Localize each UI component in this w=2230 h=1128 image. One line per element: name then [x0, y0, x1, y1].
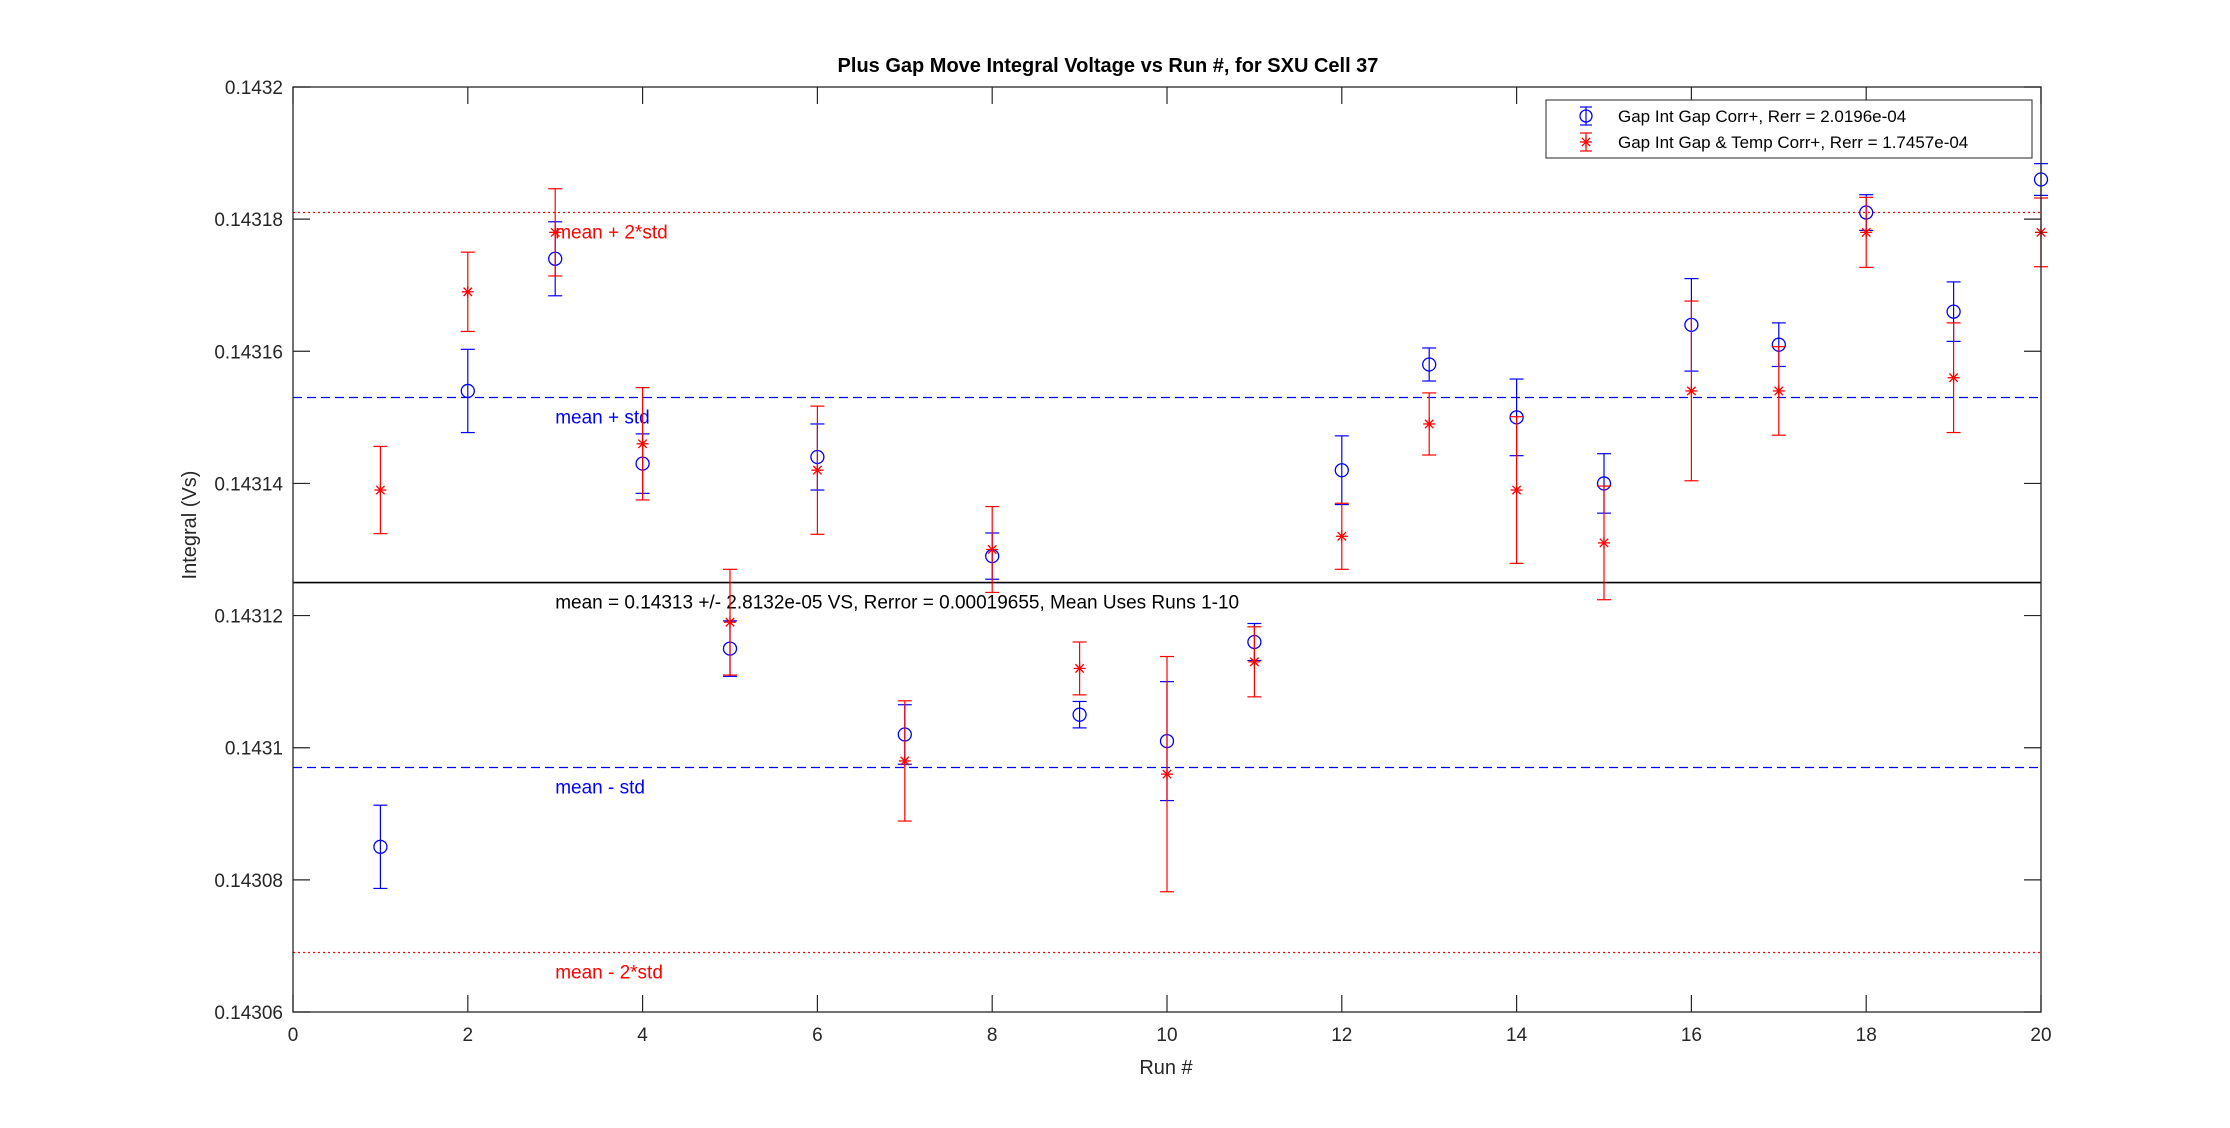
data-point: [1947, 371, 1960, 384]
asterisk-stroke: [900, 756, 910, 766]
data-point: [898, 754, 911, 767]
x-tick-label: 0: [288, 1025, 299, 1046]
legend-box: [1545, 99, 2033, 159]
data-point: [724, 616, 736, 629]
y-axis-label: Integral (Vs): [179, 471, 201, 580]
data-point: [636, 437, 649, 450]
asterisk-stroke: [1861, 227, 1871, 238]
asterisk-stroke: [1686, 386, 1697, 396]
data-point: [986, 543, 999, 556]
data-point: [1860, 226, 1873, 239]
x-tick-label: 16: [1681, 1025, 1702, 1046]
chart-title: Plus Gap Move Integral Voltage vs Run #,…: [838, 55, 1379, 77]
data-point: [1423, 417, 1436, 430]
data-point: [811, 464, 824, 477]
data-point: [1510, 484, 1523, 497]
x-tick-label: 20: [2030, 1025, 2051, 1046]
x-tick-label: 4: [637, 1025, 648, 1046]
data-point: [1772, 384, 1785, 397]
axes: 0 2 4 6 8 10 12 14 16 18 20 0.14306 0.14308 0.1431 0.1…: [214, 78, 2051, 1046]
reference-label: mean = 0.14313 +/- 2.8132e-05 VS, Rerror…: [555, 593, 1239, 614]
x-axis-label: Run #: [1139, 1057, 1193, 1079]
asterisk-stroke: [1511, 485, 1522, 495]
data-point: [1248, 655, 1261, 668]
asterisk-stroke: [1424, 419, 1434, 429]
x-tick-label: 2: [463, 1025, 474, 1046]
series-layer: [373, 163, 2049, 893]
reference-label: mean - 2*std: [555, 963, 663, 984]
data-point: [1335, 530, 1348, 543]
reference-label: mean + std: [555, 408, 650, 429]
x-tick-label: 6: [812, 1025, 823, 1046]
asterisk-stroke: [1948, 373, 1959, 383]
data-point: [1073, 662, 1086, 675]
x-tick-label: 8: [987, 1025, 998, 1046]
asterisk-stroke: [1249, 657, 1260, 667]
data-point: [461, 285, 474, 298]
legend-marker: [1581, 137, 1591, 147]
y-tick-label: 0.14314: [214, 474, 283, 495]
asterisk-stroke: [1337, 531, 1347, 541]
y-tick-label: 0.14318: [214, 210, 283, 231]
y-tick-label: 0.14306: [214, 1003, 283, 1024]
x-tick-label: 10: [1156, 1025, 1177, 1046]
x-tick-label: 14: [1506, 1025, 1528, 1046]
legend-entry-label: Gap Int Gap Corr+, Rerr = 2.0196e-04: [1618, 107, 1906, 126]
x-tick-label: 12: [1331, 1025, 1352, 1046]
asterisk-stroke: [1162, 769, 1172, 779]
data-point: [374, 484, 387, 497]
reference-label: mean - std: [555, 778, 645, 799]
asterisk-stroke: [637, 439, 648, 449]
asterisk-stroke: [463, 287, 473, 297]
legend-marker: [1579, 109, 1593, 123]
data-point: [1422, 357, 1437, 372]
data-point: [373, 839, 388, 854]
asterisk-stroke: [1599, 538, 1609, 548]
asterisk-stroke: [987, 544, 997, 555]
reference-label: mean + 2*std: [555, 223, 668, 244]
series-2: [373, 188, 2048, 893]
y-tick-label: 0.14308: [214, 871, 283, 892]
data-point: [460, 383, 475, 399]
data-point: [549, 226, 562, 239]
data-point: [1598, 536, 1610, 549]
data-point: [1161, 768, 1173, 781]
data-point: [1946, 304, 1961, 319]
y-tick-label: 0.14316: [214, 342, 283, 363]
asterisk-stroke: [812, 465, 823, 475]
asterisk-stroke: [375, 485, 386, 495]
y-tick-label: 0.1431: [225, 739, 283, 760]
y-tick-label: 0.1432: [225, 78, 283, 99]
asterisk-stroke: [725, 617, 735, 627]
x-tick-label: 18: [1856, 1025, 1877, 1046]
legend: Gap Int Gap Corr+, Rerr = 2.0196e-04 Gap …: [1545, 99, 2033, 159]
y-tick-label: 0.14312: [214, 607, 283, 628]
data-point: [1072, 707, 1087, 722]
data-point: [1685, 384, 1698, 397]
asterisk-stroke: [550, 227, 560, 238]
asterisk-stroke: [1074, 663, 1085, 674]
data-point: [1334, 463, 1349, 478]
legend-entry-label: Gap Int Gap & Temp Corr+, Rerr = 1.7457e…: [1618, 133, 1968, 152]
asterisk-stroke: [1774, 386, 1784, 396]
